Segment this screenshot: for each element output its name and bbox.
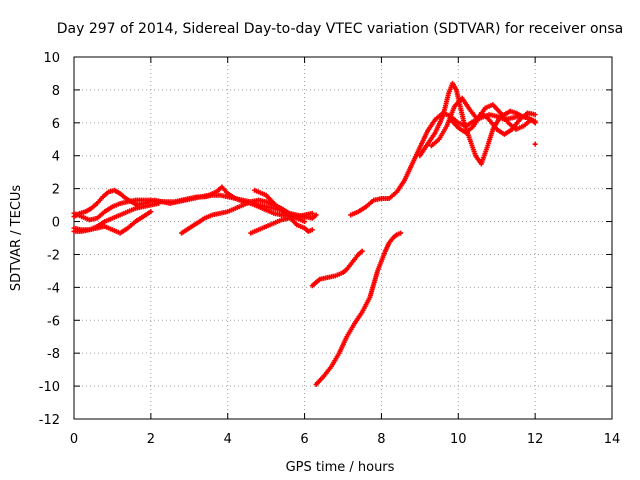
series-track-h: [309, 248, 365, 289]
y-tick-label: -6: [47, 314, 60, 329]
data-point: [156, 200, 162, 206]
series-track-b: [71, 192, 308, 223]
x-tick-label: 12: [527, 432, 544, 447]
data-point: [532, 120, 538, 126]
plot-frame: [73, 56, 613, 420]
x-tick-label: 4: [224, 432, 232, 447]
x-tick-label: 10: [450, 432, 467, 447]
y-tick-label: 10: [43, 51, 60, 66]
series-track-f: [252, 187, 315, 234]
data-point: [309, 210, 315, 216]
y-tick-label: 6: [52, 117, 60, 132]
data-point: [309, 227, 315, 233]
chart-title: Day 297 of 2014, Sidereal Day-to-day VTE…: [57, 21, 624, 37]
y-tick-label: -10: [39, 380, 60, 395]
x-tick-label: 14: [604, 432, 621, 447]
data-point: [359, 248, 365, 254]
y-tick-label: -8: [47, 347, 60, 362]
series-track-i: [313, 230, 404, 387]
y-tick-labels: -12 -10 -8 -6 -4 -2 0 2 4 6 8 10: [39, 51, 60, 428]
x-tick-label: 2: [147, 432, 155, 447]
y-tick-label: -4: [47, 281, 60, 296]
series-track-d: [71, 209, 154, 236]
y-tick-label: -2: [47, 248, 60, 263]
series-track-m: [448, 110, 538, 137]
y-tick-label: 2: [52, 183, 60, 198]
x-axis-label: GPS time / hours: [286, 460, 395, 475]
series-track-j: [348, 110, 538, 218]
series-track-g: [248, 210, 315, 236]
data-points: [71, 80, 538, 387]
series-track-n: [532, 141, 538, 147]
data-point: [302, 219, 308, 225]
y-tick-label: 4: [52, 150, 60, 165]
x-tick-label: 0: [70, 432, 78, 447]
grid-lines: [74, 57, 612, 419]
data-point: [398, 230, 404, 236]
x-tick-labels: 0 2 4 6 8 10 12 14: [70, 432, 620, 447]
axis-ticks: [73, 56, 613, 420]
y-axis-label: SDTVAR / TECUs: [9, 185, 24, 292]
data-point: [148, 209, 154, 215]
data-point: [313, 212, 319, 218]
data-point: [532, 141, 538, 147]
x-tick-label: 8: [377, 432, 385, 447]
y-tick-label: 0: [52, 216, 60, 231]
series-track-a: [71, 184, 319, 221]
data-point: [532, 112, 538, 118]
y-tick-label: -12: [39, 413, 60, 428]
y-tick-label: 8: [52, 84, 60, 99]
x-tick-label: 6: [300, 432, 308, 447]
